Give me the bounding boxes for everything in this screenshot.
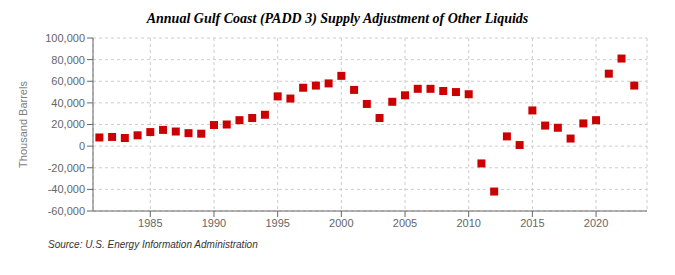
svg-text:80,000: 80,000 [51, 54, 85, 66]
svg-text:-20,000: -20,000 [48, 162, 85, 174]
svg-text:40,000: 40,000 [51, 97, 85, 109]
svg-text:2015: 2015 [520, 217, 544, 229]
html-text:Source: U.S. Energy Informatio: Source: U.S. Energy Information Administ… [48, 239, 258, 250]
svg-text:100,000: 100,000 [45, 32, 85, 44]
svg-text:-60,000: -60,000 [48, 205, 85, 217]
svg-text:1985: 1985 [138, 217, 162, 229]
html-text:Annual Gulf Coast (PADD 3) Sup: Annual Gulf Coast (PADD 3) Supply Adjust… [146, 11, 529, 26]
svg-text:2010: 2010 [456, 217, 480, 229]
svg-text:-40,000: -40,000 [48, 183, 85, 195]
svg-text:20,000: 20,000 [51, 118, 85, 130]
svg-text:2005: 2005 [393, 217, 417, 229]
svg-text:Thousand Barrels: Thousand Barrels [17, 81, 29, 168]
svg-text:1995: 1995 [265, 217, 289, 229]
svg-text:2000: 2000 [329, 217, 353, 229]
svg-text:0: 0 [79, 140, 85, 152]
svg-text:1990: 1990 [202, 217, 226, 229]
svg-text:60,000: 60,000 [51, 75, 85, 87]
svg-text:2020: 2020 [584, 217, 608, 229]
